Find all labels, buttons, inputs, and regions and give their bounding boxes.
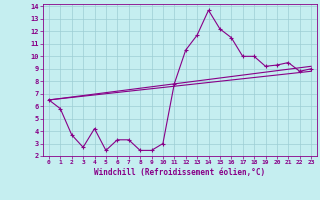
X-axis label: Windchill (Refroidissement éolien,°C): Windchill (Refroidissement éolien,°C) [94, 168, 266, 177]
